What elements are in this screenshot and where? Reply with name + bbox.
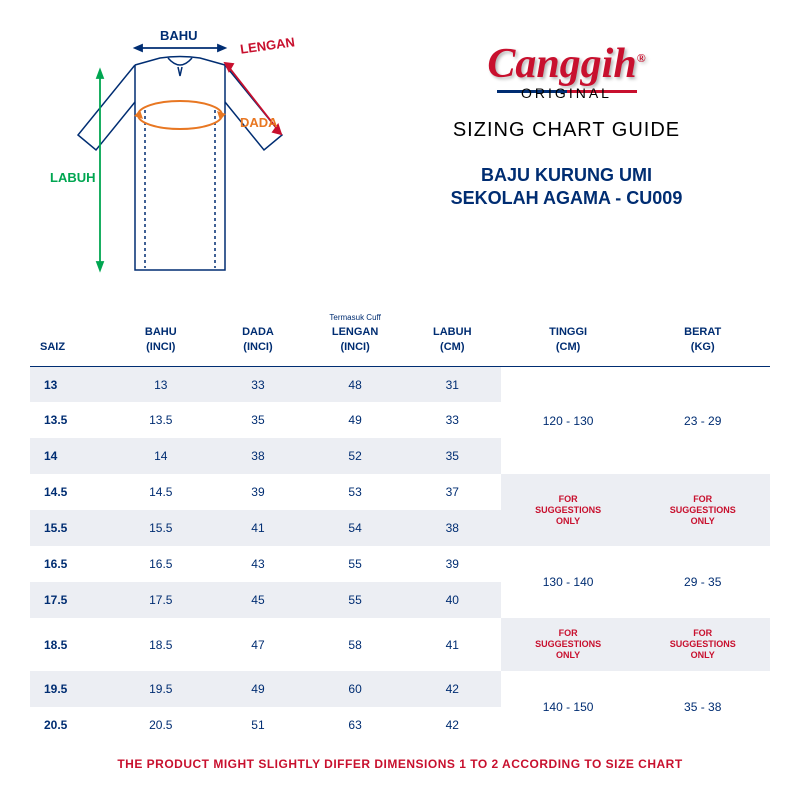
col-bahu: BAHU(INCI) [112, 305, 209, 366]
table-row: 18.5 18.5 47 58 41 FORSUGGESTIONSONLY FO… [30, 618, 770, 670]
product-title: BAJU KURUNG UMI SEKOLAH AGAMA - CU009 [363, 164, 770, 211]
brand-logo: Canggih® ORIGINAL [363, 40, 770, 101]
tinggi-range-1: 120 - 130 [501, 366, 636, 474]
col-tinggi: TINGGI(CM) [501, 305, 636, 366]
col-labuh: LABUH(CM) [404, 305, 501, 366]
col-saiz: SAIZ [30, 305, 112, 366]
logo-registered: ® [637, 51, 646, 65]
table-row: 13 13 33 48 31 120 - 130 23 - 29 [30, 366, 770, 402]
berat-range-1: 23 - 29 [635, 366, 770, 474]
diagram-svg [30, 20, 310, 280]
table-row: 19.5 19.5 49 60 42 140 - 150 35 - 38 [30, 671, 770, 707]
page-title: SIZING CHART GUIDE [363, 119, 770, 142]
product-title-line1: BAJU KURUNG UMI [363, 164, 770, 187]
label-labuh: LABUH [50, 170, 96, 185]
col-lengan: Termasuk CuffLENGAN(INCI) [307, 305, 404, 366]
col-dada: DADA(INCI) [209, 305, 306, 366]
suggestion-note: FORSUGGESTIONSONLY [635, 474, 770, 546]
tinggi-range-2: 130 - 140 [501, 546, 636, 618]
label-bahu: BAHU [160, 28, 198, 43]
suggestion-note: FORSUGGESTIONSONLY [501, 618, 636, 670]
size-table: SAIZ BAHU(INCI) DADA(INCI) Termasuk Cuff… [30, 305, 770, 743]
table-row: 16.5 16.5 43 55 39 130 - 140 29 - 35 [30, 546, 770, 582]
logo-text: Canggih [487, 41, 636, 87]
tinggi-range-3: 140 - 150 [501, 671, 636, 743]
garment-diagram: BAHU LENGAN DADA LABUH [30, 20, 363, 300]
suggestion-note: FORSUGGESTIONSONLY [635, 618, 770, 670]
product-title-line2: SEKOLAH AGAMA - CU009 [363, 187, 770, 210]
suggestion-note: FORSUGGESTIONSONLY [501, 474, 636, 546]
footer-note: THE PRODUCT MIGHT SLIGHTLY DIFFER DIMENS… [30, 757, 770, 771]
header-row: SAIZ BAHU(INCI) DADA(INCI) Termasuk Cuff… [30, 305, 770, 366]
berat-range-2: 29 - 35 [635, 546, 770, 618]
col-berat: BERAT(KG) [635, 305, 770, 366]
berat-range-3: 35 - 38 [635, 671, 770, 743]
label-dada: DADA [240, 115, 278, 130]
table-row: 14.5 14.5 39 53 37 FORSUGGESTIONSONLY FO… [30, 474, 770, 510]
